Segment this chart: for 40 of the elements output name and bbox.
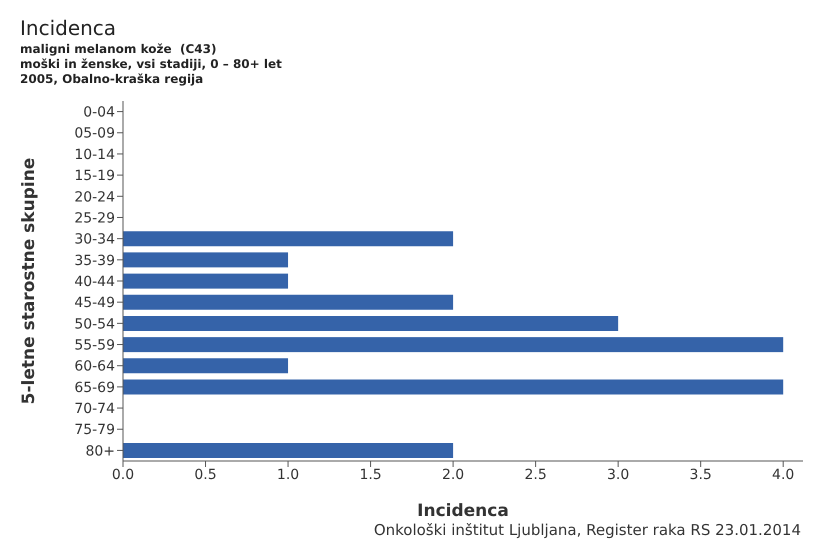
y-axis-title: 5-letne starostne skupine [19, 158, 40, 404]
x-tick-label: 2.0 [442, 466, 464, 483]
y-tick-label: 50-54 [74, 316, 116, 332]
text: Onkološki inštitut Ljubljana, Register raka RS 23.01.2014 [374, 521, 801, 539]
y-tick-label: 45-49 [74, 295, 115, 312]
y-tick-label: 70-74 [74, 401, 116, 418]
y-tick-label: 25-29 [74, 210, 115, 226]
y-tick-label: 05-09 [74, 126, 115, 142]
bar [123, 337, 784, 352]
y-tick-label: 10-14 [74, 146, 116, 163]
x-tick-label: 0.0 [112, 466, 134, 483]
y-tick-label: 55-59 [74, 338, 115, 354]
chart-subtitle: maligni melanom kože (C43) moški in ženske, vsi stadiji, 0 – 80+ let 2005, Obalno-kraška regija [20, 42, 282, 87]
y-tick-label: 0-04 [83, 104, 116, 121]
bar [123, 294, 454, 310]
bar [123, 443, 454, 458]
y-tick-label: 40-44 [74, 274, 116, 290]
y-tick-label: 15-19 [74, 168, 115, 184]
bar [123, 358, 288, 374]
y-tick-label: 80+ [85, 443, 115, 460]
x-tick-label: 0.5 [194, 466, 217, 483]
y-tick-label: 35-39 [74, 252, 115, 269]
y-tick-label: 20-24 [74, 189, 116, 206]
bar [123, 379, 784, 394]
y-tick-label: 30-34 [74, 232, 116, 248]
x-tick-label: 3.5 [690, 466, 712, 483]
y-tick-label: 65-69 [74, 380, 115, 396]
x-tick-label: 3.0 [607, 466, 630, 483]
bar [123, 274, 288, 289]
chart-title: Incidenca [20, 16, 116, 40]
x-tick-label: 2.5 [524, 466, 547, 483]
bar [123, 231, 454, 246]
x-tick-label: 1.5 [359, 466, 382, 483]
y-tick-label: 75-79 [74, 422, 115, 438]
bar [123, 316, 618, 331]
x-axis-title: Incidenca [417, 501, 509, 521]
x-tick-label: 1.0 [276, 466, 300, 483]
bar [123, 252, 288, 268]
x-tick-label: 4.0 [772, 466, 794, 483]
y-tick-label: 60-64 [74, 358, 116, 375]
